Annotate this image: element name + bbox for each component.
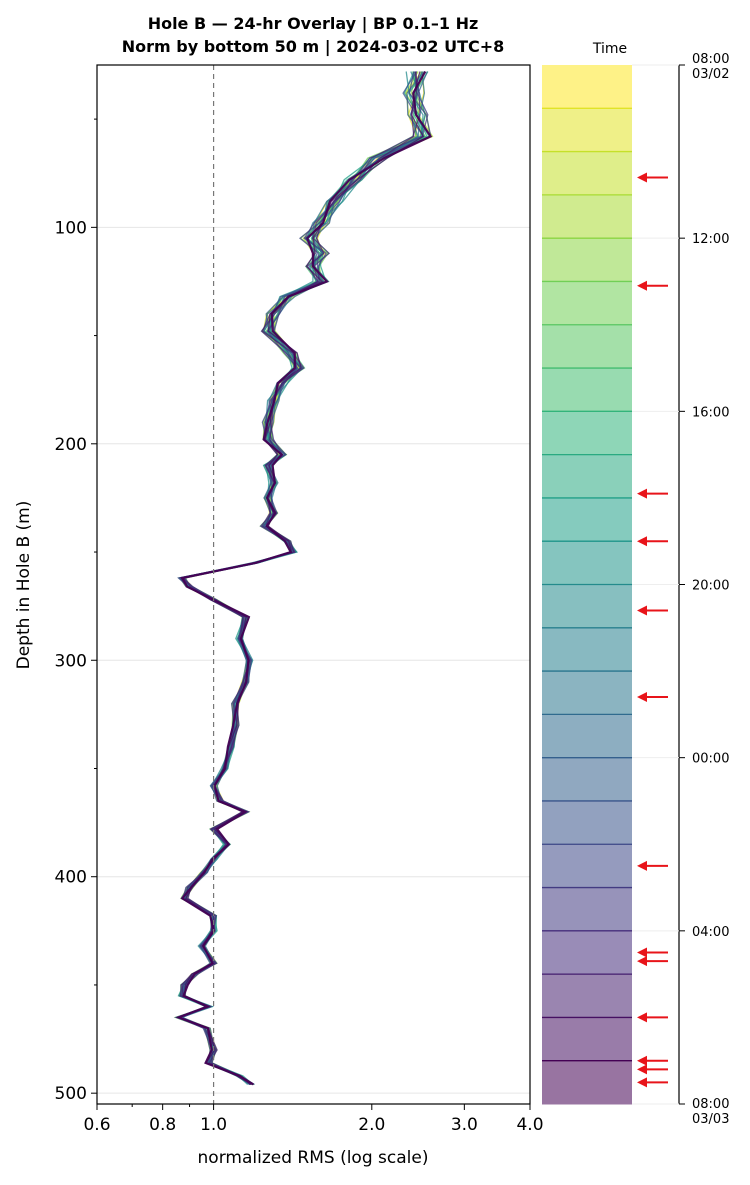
colorbar-band-11 [542,541,632,585]
event-arrow-head-6 [637,860,647,871]
colorbar-band-2 [542,151,632,196]
series-line-hour-4 [177,71,431,1085]
y-tick-label-200: 200 [55,435,87,455]
colorbar-band-14 [542,671,632,715]
colorbar-band-19 [542,887,632,932]
x-tick-label-3.0: 3.0 [451,1115,478,1135]
event-arrow-head-8 [637,956,647,967]
colorbar-band-12 [542,584,632,629]
colorbar-label: Time [592,41,627,57]
colorbar-tick-label-6-0: 08:00 [692,1097,729,1112]
plot-frame [96,64,531,1105]
event-arrow-head-11 [637,1064,647,1075]
colorbar-band-9 [542,454,632,499]
x-tick-label-4.0: 4.0 [516,1115,543,1135]
colorbar-band-16 [542,757,632,802]
chart-title-line2: Norm by bottom 50 m | 2024-03-02 UTC+8 [122,37,505,57]
event-arrow-head-10 [637,1055,647,1066]
colorbar-band-10 [542,497,632,542]
series-line-hour-2 [178,71,427,1086]
series-line-hour-23 [175,70,433,1086]
time-colorbar [542,65,632,1105]
colorbar-band-5 [542,281,632,326]
series-line-hour-17 [179,71,432,1085]
colorbar-tick-label-6-1: 03/03 [692,1112,729,1127]
colorbar-band-13 [542,627,632,672]
colorbar-band-15 [542,714,632,759]
colorbar-tick-label-0-0: 08:00 [692,52,729,67]
colorbar-band-20 [542,930,632,975]
event-arrow-head-1 [637,280,647,291]
series-group [173,70,434,1086]
colorbar-tick-label-1-0: 12:00 [692,232,729,247]
event-arrow-head-9 [637,1012,647,1023]
colorbar-band-21 [542,974,632,1018]
event-arrow-head-2 [637,488,647,499]
colorbar-band-4 [542,238,632,282]
colorbar-band-22 [542,1017,632,1062]
colorbar-tick-label-0-1: 03/02 [692,67,729,82]
colorbar-tick-label-2-0: 16:00 [692,405,729,420]
colorbar-band-23 [542,1060,632,1105]
x-axis: 0.6 0.8 1.0 2.0 3.0 4.0 [83,1104,544,1135]
y-tick-label-500: 500 [55,1084,87,1104]
series-line-hour-3 [178,71,434,1086]
event-arrows [637,172,668,1088]
colorbar-band-17 [542,800,632,845]
x-tick-label-0.6: 0.6 [83,1115,110,1135]
y-tick-label-400: 400 [55,868,87,888]
y-axis: 100 200 300 400 500 [55,118,97,1104]
x-tick-label-2.0: 2.0 [358,1115,385,1135]
colorbar-band-18 [542,844,632,889]
series-line-hour-10 [177,71,428,1085]
x-axis-label: normalized RMS (log scale) [198,1148,429,1168]
event-arrow-head-5 [637,692,647,703]
colorbar-tick-label-5-0: 04:00 [692,925,729,940]
colorbar-axis: 08:0003/0212:0016:0020:0000:0004:0008:00… [632,52,729,1127]
event-arrow-head-12 [637,1077,647,1088]
colorbar-band-7 [542,368,632,412]
colorbar-band-8 [542,411,632,456]
y-tick-label-100: 100 [55,218,87,238]
event-arrow-head-4 [637,605,647,616]
event-arrow-head-3 [637,536,647,547]
colorbar-band-6 [542,324,632,369]
colorbar-band-3 [542,194,632,239]
colorbar-tick-label-4-0: 00:00 [692,752,729,767]
x-tick-label-1.0: 1.0 [200,1115,227,1135]
colorbar-tick-label-3-0: 20:00 [692,579,729,594]
y-tick-label-300: 300 [55,651,87,671]
colorbar-band-1 [542,108,632,153]
gridlines [97,226,530,1094]
x-tick-label-0.8: 0.8 [149,1115,176,1135]
y-axis-label: Depth in Hole B (m) [14,501,34,670]
colorbar-band-0 [542,65,632,109]
chart-title-line1: Hole B — 24-hr Overlay | BP 0.1–1 Hz [148,14,479,34]
event-arrow-head-7 [637,947,647,958]
event-arrow-head-0 [637,172,647,183]
